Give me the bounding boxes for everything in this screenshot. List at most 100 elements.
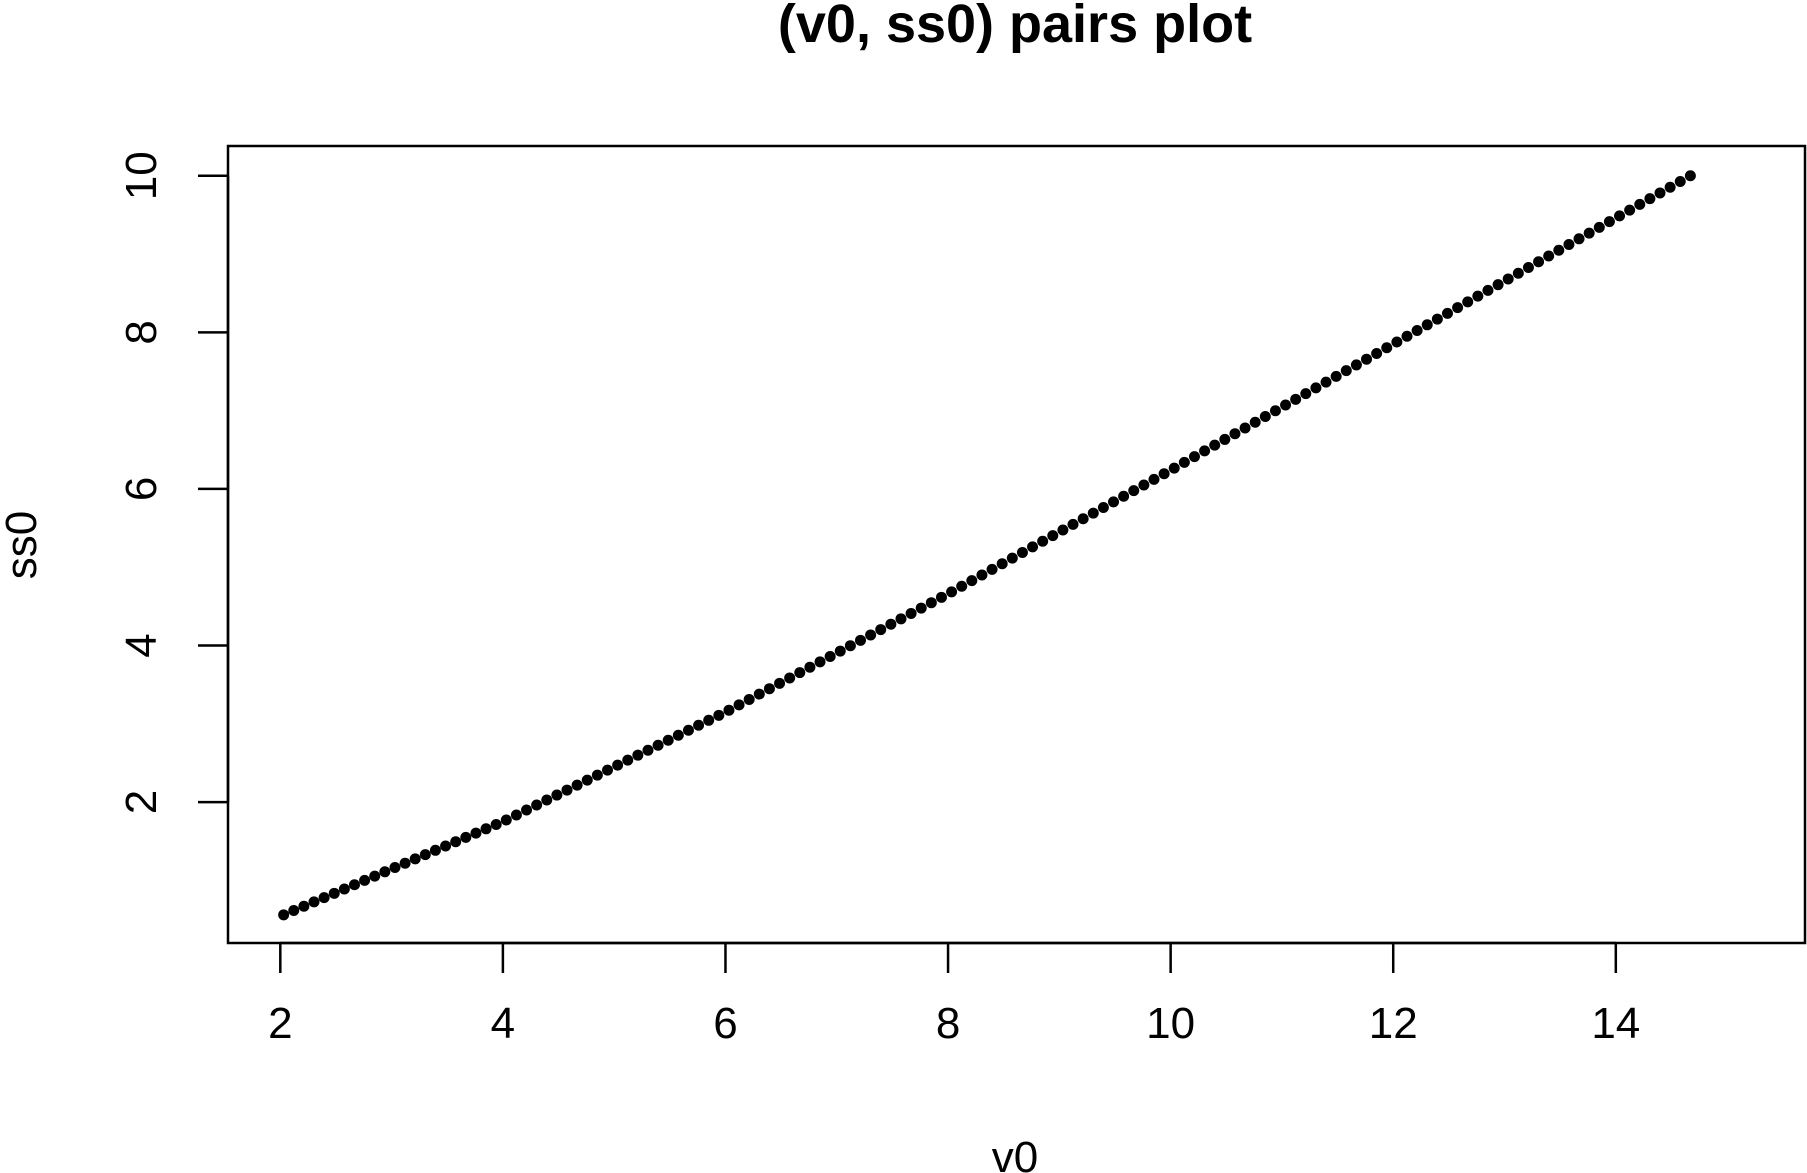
x-tick-label: 6 bbox=[713, 999, 737, 1048]
y-tick-label: 2 bbox=[117, 790, 166, 814]
x-tick-label: 10 bbox=[1146, 999, 1195, 1048]
y-tick-label: 8 bbox=[117, 320, 166, 344]
data-point bbox=[1259, 411, 1271, 423]
data-point bbox=[1654, 187, 1666, 199]
x-tick-label: 14 bbox=[1591, 999, 1640, 1048]
data-point bbox=[541, 794, 553, 806]
data-point bbox=[1188, 451, 1200, 463]
x-tick-label: 8 bbox=[936, 999, 960, 1048]
data-point bbox=[1330, 370, 1342, 382]
data-point bbox=[1310, 382, 1322, 394]
data-point bbox=[1533, 256, 1545, 268]
data-point bbox=[1229, 428, 1241, 440]
data-point bbox=[1047, 530, 1059, 542]
data-point bbox=[1077, 513, 1089, 525]
data-point bbox=[915, 602, 927, 614]
data-point bbox=[956, 580, 968, 592]
data-point bbox=[531, 799, 543, 811]
data-points bbox=[278, 170, 1696, 921]
data-point bbox=[1128, 485, 1140, 497]
data-point bbox=[1573, 233, 1585, 245]
data-point bbox=[622, 754, 634, 766]
data-point bbox=[419, 849, 431, 861]
data-point bbox=[1280, 399, 1292, 411]
data-point bbox=[895, 613, 907, 625]
data-point bbox=[1472, 290, 1484, 302]
data-point bbox=[976, 569, 988, 581]
data-point bbox=[844, 640, 856, 652]
y-axis: 2 4 6 8 10 bbox=[117, 151, 230, 814]
data-point bbox=[561, 784, 573, 796]
y-tick-label: 4 bbox=[117, 633, 166, 657]
data-point bbox=[399, 857, 411, 869]
data-point bbox=[338, 883, 350, 895]
data-point bbox=[612, 759, 624, 771]
data-point bbox=[804, 661, 816, 673]
data-point bbox=[460, 831, 472, 843]
data-point bbox=[470, 827, 482, 839]
data-point bbox=[581, 774, 593, 786]
x-tick-label: 4 bbox=[491, 999, 515, 1048]
data-point bbox=[703, 714, 715, 726]
data-point bbox=[601, 764, 613, 776]
data-point bbox=[1624, 204, 1636, 216]
data-point bbox=[510, 809, 522, 821]
data-point bbox=[865, 629, 877, 641]
data-point bbox=[986, 563, 998, 575]
data-point bbox=[1593, 221, 1605, 233]
data-point bbox=[1290, 393, 1302, 405]
data-point bbox=[1381, 342, 1393, 354]
data-point bbox=[1006, 552, 1018, 564]
data-point bbox=[996, 558, 1008, 570]
data-point bbox=[500, 814, 512, 826]
data-point bbox=[1097, 501, 1109, 513]
data-point bbox=[733, 699, 745, 711]
data-point bbox=[743, 693, 755, 705]
data-point bbox=[784, 672, 796, 684]
data-point bbox=[1219, 433, 1231, 445]
data-point bbox=[925, 597, 937, 609]
data-point bbox=[713, 709, 725, 721]
data-point bbox=[1674, 175, 1686, 187]
data-point bbox=[1512, 267, 1524, 279]
data-point bbox=[348, 879, 360, 891]
data-point bbox=[1239, 422, 1251, 434]
data-point bbox=[875, 624, 887, 636]
data-point bbox=[1462, 296, 1474, 308]
data-point bbox=[1158, 468, 1170, 480]
data-point bbox=[1634, 198, 1646, 210]
data-point bbox=[328, 887, 340, 899]
data-point bbox=[966, 575, 978, 587]
data-point bbox=[1371, 347, 1383, 359]
data-point bbox=[1452, 302, 1464, 314]
data-point bbox=[723, 704, 735, 716]
data-point bbox=[389, 862, 401, 874]
data-point bbox=[1209, 439, 1221, 451]
data-point bbox=[1320, 376, 1332, 388]
data-point bbox=[1411, 325, 1423, 337]
data-point bbox=[1108, 496, 1120, 508]
data-point bbox=[480, 823, 492, 835]
y-tick-label: 10 bbox=[117, 151, 166, 200]
data-point bbox=[1431, 313, 1443, 325]
data-point bbox=[1350, 359, 1362, 371]
data-point bbox=[1684, 170, 1696, 182]
data-point bbox=[885, 618, 897, 630]
data-point bbox=[1563, 239, 1575, 251]
data-point bbox=[1522, 261, 1534, 273]
x-tick-label: 2 bbox=[268, 999, 292, 1048]
data-point bbox=[824, 650, 836, 662]
x-axis: 2 4 6 8 10 12 14 bbox=[268, 941, 1640, 1048]
data-point bbox=[440, 840, 452, 852]
data-point bbox=[1016, 546, 1028, 558]
data-point bbox=[1027, 541, 1039, 553]
data-point bbox=[1644, 193, 1656, 205]
data-point bbox=[409, 853, 421, 865]
data-point bbox=[905, 607, 917, 619]
data-point bbox=[1269, 405, 1281, 417]
data-point bbox=[591, 769, 603, 781]
data-point bbox=[1178, 456, 1190, 468]
data-point bbox=[632, 749, 644, 761]
data-point bbox=[1583, 227, 1595, 239]
